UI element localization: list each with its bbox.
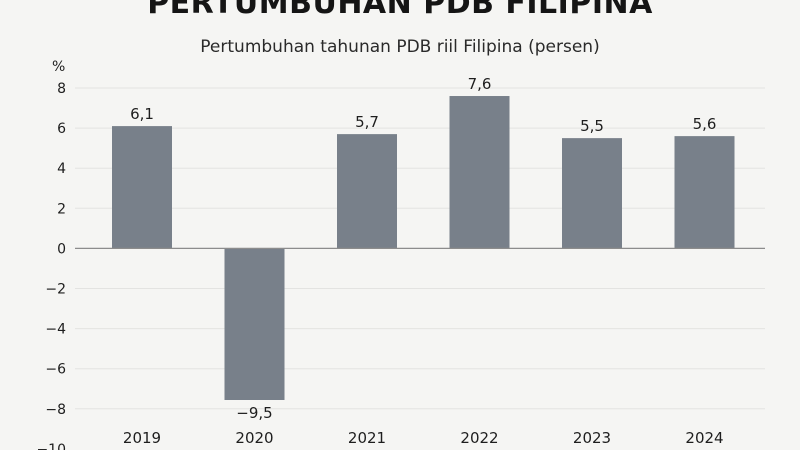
data-label: 5,6 [693, 115, 717, 133]
chart-title: PERTUMBUHAN PDB FILIPINA [147, 0, 653, 21]
x-tick-label: 2024 [685, 429, 723, 447]
y-tick-label: 4 [57, 161, 66, 177]
x-tick-label: 2023 [573, 429, 611, 447]
data-labels: 6,1 −9,5 5,7 7,6 5,5 5,6 [130, 75, 716, 422]
bar [562, 138, 622, 249]
data-label: −9,5 [236, 404, 272, 422]
data-label: 7,6 [468, 75, 492, 93]
y-tick-label: −8 [45, 402, 66, 418]
bar [337, 134, 397, 249]
y-tick-label: 2 [57, 201, 66, 217]
gridlines [75, 87, 765, 410]
y-axis-unit: % [52, 59, 65, 75]
bar [112, 126, 172, 249]
x-tick-label: 2020 [235, 429, 273, 447]
y-tick-label: −10 [36, 442, 66, 450]
data-label: 5,7 [355, 113, 379, 131]
x-axis-ticks: 2019 2020 2021 2022 2023 2024 [123, 429, 724, 447]
bars [75, 96, 765, 400]
x-tick-label: 2019 [123, 429, 161, 447]
y-tick-label: 8 [57, 81, 66, 97]
x-tick-label: 2021 [348, 429, 386, 447]
y-tick-label: −2 [45, 282, 66, 298]
y-axis-ticks: 8 6 4 2 0 −2 −4 −6 −8 −10 [36, 81, 66, 450]
bar [224, 248, 285, 400]
y-tick-label: 6 [57, 121, 66, 137]
chart-subtitle: Pertumbuhan tahunan PDB riil Filipina (p… [200, 37, 600, 57]
y-tick-label: 0 [57, 241, 66, 257]
bar [449, 96, 510, 249]
data-label: 6,1 [130, 105, 154, 123]
y-tick-label: −6 [45, 362, 66, 378]
bar [674, 136, 735, 249]
data-label: 5,5 [580, 117, 604, 135]
y-tick-label: −4 [45, 322, 66, 338]
x-tick-label: 2022 [460, 429, 498, 447]
